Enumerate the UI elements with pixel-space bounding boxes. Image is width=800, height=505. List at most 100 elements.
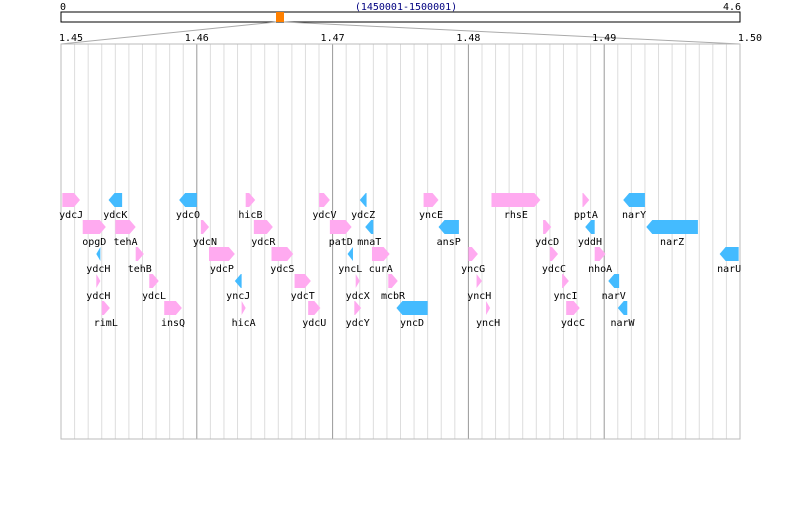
gene-label[interactable]: nhoA bbox=[588, 264, 612, 275]
gene-label[interactable]: ydcS bbox=[270, 264, 294, 275]
gene-label[interactable]: ydcK bbox=[103, 210, 127, 221]
gene-arrow[interactable] bbox=[354, 301, 362, 315]
gene-arrow[interactable] bbox=[562, 274, 569, 288]
gene-label[interactable]: hicA bbox=[232, 318, 256, 329]
gene-label[interactable]: yncE bbox=[419, 210, 443, 221]
genome-overview[interactable]: 0 4.6 (1450001-1500001) bbox=[60, 2, 741, 45]
gene-label[interactable]: curA bbox=[369, 264, 393, 275]
gene-label[interactable]: yncH bbox=[476, 318, 500, 329]
gene-label[interactable]: ydcJ bbox=[59, 210, 83, 221]
gene-arrow[interactable] bbox=[200, 220, 210, 234]
gene-yncD[interactable]: yncD bbox=[396, 301, 428, 329]
gene-arrow[interactable] bbox=[241, 301, 246, 315]
gene-label[interactable]: ydcV bbox=[312, 210, 336, 221]
gene-label[interactable]: pptA bbox=[574, 210, 598, 221]
gene-label[interactable]: patD bbox=[329, 237, 353, 248]
gene-label[interactable]: yncI bbox=[553, 291, 577, 302]
gene-arrow[interactable] bbox=[209, 247, 235, 261]
gene-yncL[interactable]: yncL bbox=[338, 247, 362, 275]
gene-ydcD[interactable]: ydcD bbox=[535, 220, 559, 248]
gene-mcbR[interactable]: mcbR bbox=[381, 274, 406, 302]
gene-arrow[interactable] bbox=[608, 274, 620, 288]
gene-arrow[interactable] bbox=[719, 247, 739, 261]
gene-ydcP[interactable]: ydcP bbox=[209, 247, 235, 275]
gene-label[interactable]: yncH bbox=[467, 291, 491, 302]
gene-arrow[interactable] bbox=[646, 220, 698, 234]
gene-opgD[interactable]: opgD bbox=[82, 220, 106, 248]
gene-label[interactable]: ydcT bbox=[291, 291, 315, 302]
gene-label[interactable]: yncG bbox=[461, 264, 485, 275]
gene-yncG[interactable]: yncG bbox=[461, 247, 485, 275]
gene-label[interactable]: ydcP bbox=[210, 264, 234, 275]
gene-curA[interactable]: curA bbox=[369, 247, 393, 275]
gene-mnaT[interactable]: mnaT bbox=[357, 220, 381, 248]
gene-arrow[interactable] bbox=[585, 220, 595, 234]
gene-label[interactable]: ydcU bbox=[302, 318, 326, 329]
gene-arrow[interactable] bbox=[308, 301, 321, 315]
gene-arrow[interactable] bbox=[365, 220, 374, 234]
gene-arrow[interactable] bbox=[179, 193, 197, 207]
gene-arrow[interactable] bbox=[96, 247, 101, 261]
gene-label[interactable]: rhsE bbox=[504, 210, 528, 221]
gene-label[interactable]: ansP bbox=[437, 237, 461, 248]
gene-narU[interactable]: narU bbox=[717, 247, 741, 275]
gene-arrow[interactable] bbox=[253, 220, 273, 234]
gene-arrow[interactable] bbox=[319, 193, 330, 207]
gene-label[interactable]: ydcH bbox=[86, 291, 110, 302]
gene-pptA[interactable]: pptA bbox=[574, 193, 598, 221]
gene-ansP[interactable]: ansP bbox=[437, 220, 461, 248]
gene-arrow[interactable] bbox=[82, 220, 106, 234]
gene-label[interactable]: opgD bbox=[82, 237, 106, 248]
overview-bar[interactable] bbox=[60, 11, 741, 23]
gene-tehB[interactable]: tehB bbox=[128, 247, 152, 275]
gene-arrow[interactable] bbox=[396, 301, 428, 315]
gene-arrow[interactable] bbox=[355, 274, 360, 288]
gene-label[interactable]: narV bbox=[602, 291, 626, 302]
gene-arrow[interactable] bbox=[549, 247, 559, 261]
gene-arrow[interactable] bbox=[135, 247, 144, 261]
gene-label[interactable]: ydcN bbox=[193, 237, 217, 248]
gene-label[interactable]: ydcO bbox=[176, 210, 200, 221]
gene-label[interactable]: mcbR bbox=[381, 291, 406, 302]
gene-arrow[interactable] bbox=[623, 193, 645, 207]
gene-arrow[interactable] bbox=[294, 274, 311, 288]
gene-narY[interactable]: narY bbox=[622, 193, 646, 221]
gene-yncH[interactable]: yncH bbox=[476, 301, 500, 329]
gene-label[interactable]: ydcZ bbox=[351, 210, 375, 221]
gene-narV[interactable]: narV bbox=[602, 274, 626, 302]
gene-arrow[interactable] bbox=[566, 301, 580, 315]
gene-ydcN[interactable]: ydcN bbox=[193, 220, 217, 248]
gene-hicA[interactable]: hicA bbox=[232, 301, 256, 329]
gene-label[interactable]: narY bbox=[622, 210, 646, 221]
gene-yncH[interactable]: yncH bbox=[467, 274, 491, 302]
gene-ydcK[interactable]: ydcK bbox=[103, 193, 127, 221]
gene-label[interactable]: ydcX bbox=[346, 291, 370, 302]
gene-ydcY[interactable]: ydcY bbox=[346, 301, 370, 329]
gene-label[interactable]: yncJ bbox=[226, 291, 250, 302]
gene-arrow[interactable] bbox=[388, 274, 398, 288]
gene-arrow[interactable] bbox=[329, 220, 352, 234]
gene-arrow[interactable] bbox=[486, 301, 491, 315]
gene-label[interactable]: tehB bbox=[128, 264, 152, 275]
gene-label[interactable]: ydcY bbox=[346, 318, 370, 329]
gene-label[interactable]: yddH bbox=[578, 237, 602, 248]
gene-arrow[interactable] bbox=[115, 220, 136, 234]
gene-arrow[interactable] bbox=[491, 193, 541, 207]
gene-arrow[interactable] bbox=[594, 247, 606, 261]
gene-yncJ[interactable]: yncJ bbox=[226, 274, 250, 302]
gene-ydcC[interactable]: ydcC bbox=[561, 301, 585, 329]
gene-ydcO[interactable]: ydcO bbox=[176, 193, 200, 221]
gene-rhsE[interactable]: rhsE bbox=[491, 193, 541, 221]
gene-ydcR[interactable]: ydcR bbox=[251, 220, 276, 248]
gene-arrow[interactable] bbox=[271, 247, 294, 261]
gene-label[interactable]: insQ bbox=[161, 318, 185, 329]
gene-yncI[interactable]: yncI bbox=[553, 274, 578, 302]
gene-narZ[interactable]: narZ bbox=[646, 220, 698, 248]
gene-ydcT[interactable]: ydcT bbox=[291, 274, 315, 302]
gene-label[interactable]: yncD bbox=[400, 318, 424, 329]
gene-arrow[interactable] bbox=[101, 301, 110, 315]
gene-ydcC[interactable]: ydcC bbox=[542, 247, 566, 275]
gene-label[interactable]: ydcL bbox=[142, 291, 166, 302]
gene-ydcJ[interactable]: ydcJ bbox=[59, 193, 83, 221]
gene-label[interactable]: hicB bbox=[238, 210, 262, 221]
